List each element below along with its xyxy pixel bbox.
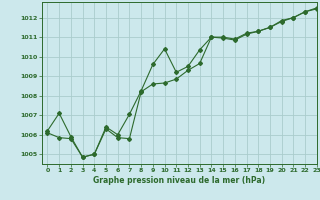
X-axis label: Graphe pression niveau de la mer (hPa): Graphe pression niveau de la mer (hPa) [93, 176, 265, 185]
